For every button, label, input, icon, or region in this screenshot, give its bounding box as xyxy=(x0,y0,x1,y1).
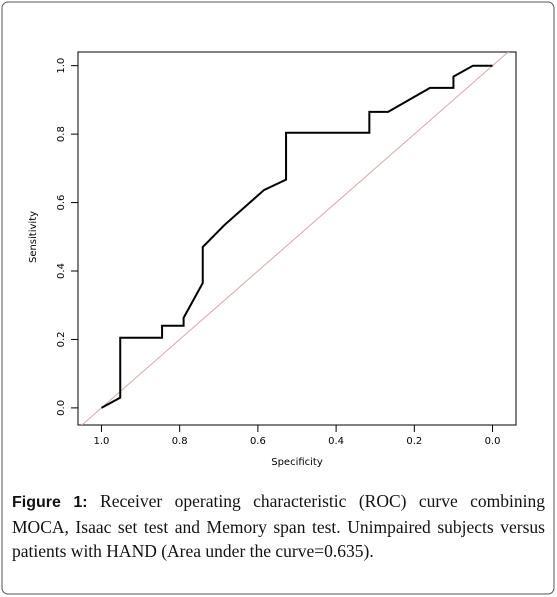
reference-line xyxy=(81,52,509,425)
x-tick-label: 1.0 xyxy=(94,436,110,447)
x-tick-label: 0.2 xyxy=(406,436,422,447)
caption-text: Receiver operating characteristic (ROC) … xyxy=(12,491,546,561)
caption: Figure 1: Receiver operating characteris… xyxy=(12,489,545,563)
caption-label: Figure 1: xyxy=(12,494,88,511)
x-tick-label: 0.0 xyxy=(485,436,501,447)
x-tick-label: 0.8 xyxy=(172,436,188,447)
y-tick-label: 0.2 xyxy=(56,331,67,347)
y-axis-title: Sensitivity xyxy=(28,211,39,263)
y-tick-label: 0.6 xyxy=(56,195,67,211)
y-tick-label: 0.8 xyxy=(56,126,67,142)
y-tick-label: 1.0 xyxy=(56,58,67,74)
x-axis-title: Specificity xyxy=(271,457,323,468)
y-tick-label: 0.4 xyxy=(56,263,67,279)
roc-curve xyxy=(100,64,493,409)
x-tick-label: 0.4 xyxy=(328,436,344,447)
y-tick-label: 0.0 xyxy=(56,400,67,416)
x-tick-label: 0.6 xyxy=(250,436,266,447)
plot-box xyxy=(77,51,517,426)
